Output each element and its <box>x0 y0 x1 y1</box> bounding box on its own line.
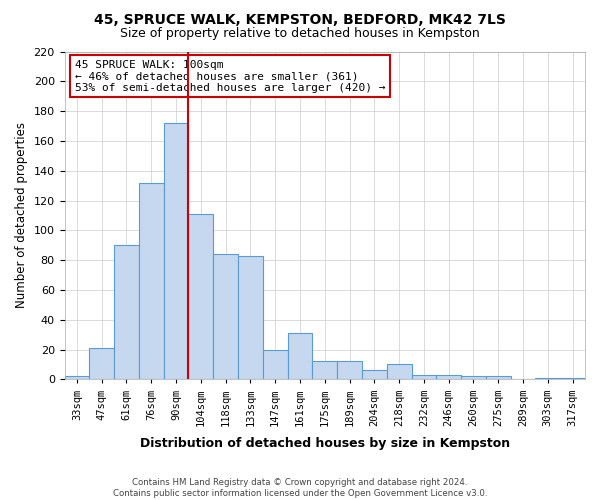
Bar <box>65 376 89 380</box>
Bar <box>461 376 486 380</box>
Bar <box>114 245 139 380</box>
Bar <box>387 364 412 380</box>
X-axis label: Distribution of detached houses by size in Kempston: Distribution of detached houses by size … <box>140 437 510 450</box>
Bar <box>412 375 436 380</box>
Text: Contains HM Land Registry data © Crown copyright and database right 2024.
Contai: Contains HM Land Registry data © Crown c… <box>113 478 487 498</box>
Text: 45, SPRUCE WALK, KEMPSTON, BEDFORD, MK42 7LS: 45, SPRUCE WALK, KEMPSTON, BEDFORD, MK42… <box>94 12 506 26</box>
Bar <box>238 256 263 380</box>
Text: 45 SPRUCE WALK: 100sqm
← 46% of detached houses are smaller (361)
53% of semi-de: 45 SPRUCE WALK: 100sqm ← 46% of detached… <box>75 60 385 93</box>
Bar <box>263 350 287 380</box>
Bar <box>287 333 313 380</box>
Bar <box>313 362 337 380</box>
Y-axis label: Number of detached properties: Number of detached properties <box>15 122 28 308</box>
Bar <box>139 182 164 380</box>
Bar <box>213 254 238 380</box>
Bar <box>486 376 511 380</box>
Text: Size of property relative to detached houses in Kempston: Size of property relative to detached ho… <box>120 28 480 40</box>
Bar <box>89 348 114 380</box>
Bar <box>362 370 387 380</box>
Bar <box>535 378 560 380</box>
Bar <box>188 214 213 380</box>
Bar <box>164 123 188 380</box>
Bar <box>560 378 585 380</box>
Bar <box>436 375 461 380</box>
Bar <box>337 362 362 380</box>
